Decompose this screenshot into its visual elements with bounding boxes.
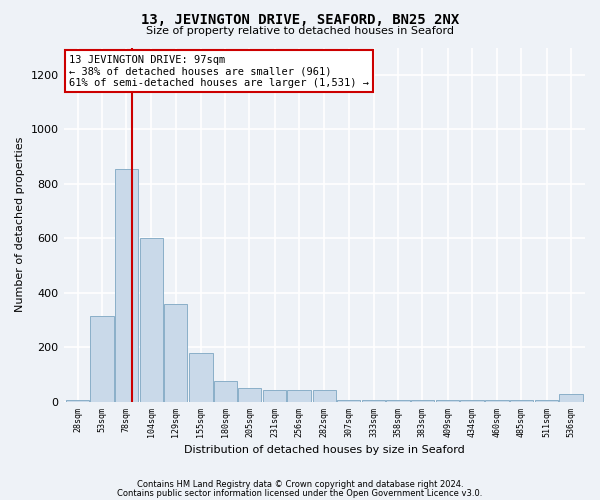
Bar — [386, 400, 410, 402]
Bar — [189, 352, 212, 402]
Bar — [214, 382, 237, 402]
Text: Contains HM Land Registry data © Crown copyright and database right 2024.: Contains HM Land Registry data © Crown c… — [137, 480, 463, 489]
Bar — [510, 400, 533, 402]
Text: Size of property relative to detached houses in Seaford: Size of property relative to detached ho… — [146, 26, 454, 36]
Bar — [410, 400, 434, 402]
Bar — [90, 316, 113, 402]
Text: 13 JEVINGTON DRIVE: 97sqm
← 38% of detached houses are smaller (961)
61% of semi: 13 JEVINGTON DRIVE: 97sqm ← 38% of detac… — [69, 54, 369, 88]
Y-axis label: Number of detached properties: Number of detached properties — [15, 137, 25, 312]
Bar — [238, 388, 261, 402]
Bar — [337, 400, 360, 402]
Bar — [313, 390, 336, 402]
Bar — [535, 400, 558, 402]
Bar — [115, 169, 138, 402]
Bar — [362, 400, 385, 402]
Bar — [164, 304, 187, 402]
Text: 13, JEVINGTON DRIVE, SEAFORD, BN25 2NX: 13, JEVINGTON DRIVE, SEAFORD, BN25 2NX — [141, 12, 459, 26]
Bar — [140, 238, 163, 402]
Bar — [66, 400, 89, 402]
Bar — [460, 400, 484, 402]
Text: Contains public sector information licensed under the Open Government Licence v3: Contains public sector information licen… — [118, 489, 482, 498]
Bar — [287, 390, 311, 402]
X-axis label: Distribution of detached houses by size in Seaford: Distribution of detached houses by size … — [184, 445, 464, 455]
Bar — [559, 394, 583, 402]
Bar — [263, 390, 286, 402]
Bar — [436, 400, 459, 402]
Bar — [485, 400, 509, 402]
